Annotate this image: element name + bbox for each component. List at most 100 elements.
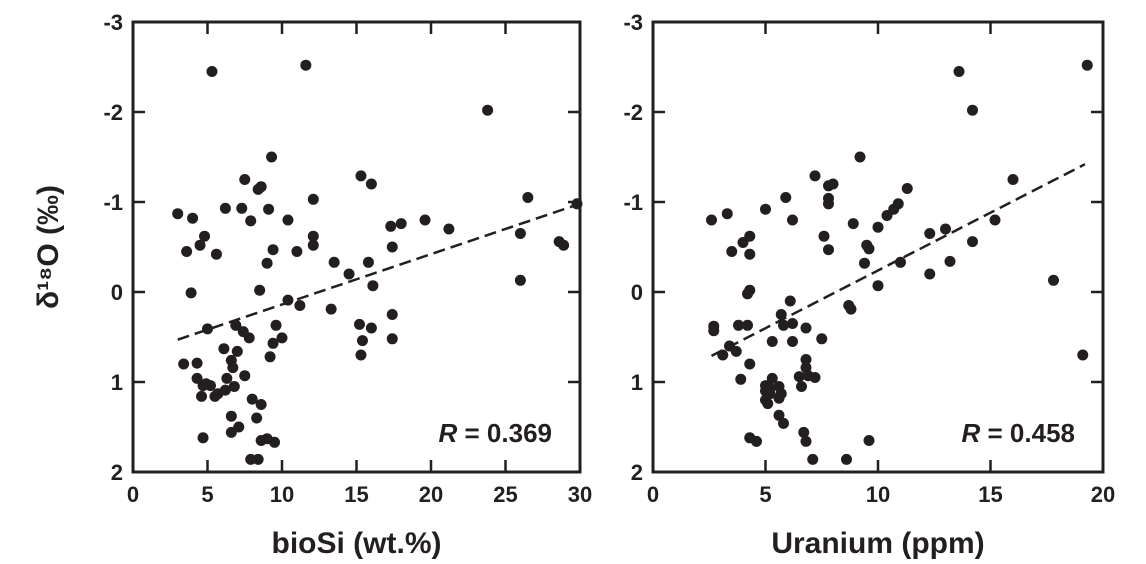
uranium-data-point — [787, 214, 798, 226]
biosi-data-point — [270, 319, 282, 331]
uranium-data-point — [766, 372, 778, 384]
biosi-x-axis-title: bioSi (wt.%) — [272, 527, 442, 560]
uranium-data-point — [780, 192, 792, 203]
biosi-data-point — [206, 66, 218, 77]
uranium-data-point — [737, 237, 749, 248]
uranium-data-point — [847, 218, 859, 230]
biosi-y-tick-label: -1 — [103, 190, 123, 215]
biosi-data-point — [219, 384, 231, 396]
uranium-data-point — [901, 183, 913, 194]
biosi-data-point — [386, 241, 398, 253]
uranium-data-point — [944, 255, 956, 267]
biosi-data-point — [269, 436, 281, 448]
uranium-data-point — [924, 268, 936, 280]
biosi-data-point — [204, 380, 216, 392]
uranium-data-point — [967, 104, 978, 116]
biosi-data-point — [362, 256, 374, 268]
uranium-data-point — [953, 66, 965, 77]
biosi-x-tick-label: 0 — [127, 482, 139, 507]
uranium-data-point — [742, 319, 753, 331]
uranium-data-point — [766, 336, 778, 347]
uranium-x-tick-label: 0 — [647, 482, 659, 507]
biosi-data-point — [261, 257, 273, 269]
biosi-data-point — [307, 230, 319, 242]
uranium-data-point — [773, 409, 785, 421]
uranium-data-point — [863, 435, 875, 446]
uranium-data-point — [1081, 59, 1093, 71]
biosi-data-point — [252, 453, 264, 465]
biosi-x-tick-label: 5 — [201, 482, 213, 507]
uranium-data-point — [773, 392, 785, 404]
biosi-data-point — [328, 256, 340, 268]
uranium-data-point — [796, 381, 807, 392]
biosi-data-point — [514, 274, 526, 286]
biosi-data-point — [343, 268, 355, 280]
uranium-data-point — [787, 336, 798, 347]
biosi-data-point — [191, 357, 203, 369]
biosi-data-point — [185, 287, 197, 299]
uranium-x-axis-title: Uranium (ppm) — [771, 527, 984, 560]
biosi-data-point — [239, 174, 251, 185]
uranium-data-point — [730, 345, 742, 357]
biosi-data-point — [245, 215, 257, 227]
uranium-data-point — [818, 230, 830, 242]
uranium-data-point — [760, 203, 771, 215]
biosi-data-point — [482, 104, 494, 116]
uranium-data-point — [726, 246, 738, 257]
biosi-data-point — [267, 337, 279, 349]
uranium-data-point — [762, 398, 774, 410]
uranium-data-point — [717, 349, 729, 361]
uranium-data-point — [827, 178, 839, 190]
uranium-plot-frame — [651, 20, 1105, 474]
biosi-data-point — [243, 332, 255, 344]
uranium-data-point — [721, 208, 733, 220]
uranium-data-point — [787, 318, 798, 329]
uranium-data-point — [1048, 274, 1059, 286]
uranium-data-point — [733, 319, 744, 331]
uranium-data-point — [823, 244, 834, 256]
uranium-data-point — [872, 221, 884, 233]
biosi-data-point — [172, 208, 184, 220]
biosi-data-point — [267, 244, 279, 256]
uranium-data-point — [742, 288, 753, 300]
uranium-data-point — [872, 280, 884, 292]
biosi-data-point — [246, 393, 258, 405]
biosi-data-point — [353, 318, 365, 330]
biosi-data-point — [356, 335, 368, 347]
biosi-data-point — [514, 228, 526, 239]
biosi-y-tick-label: -3 — [103, 10, 123, 35]
biosi-data-point — [276, 332, 288, 344]
biosi-data-point — [386, 333, 398, 345]
biosi-data-point — [197, 432, 209, 444]
uranium-data-point — [800, 354, 812, 365]
uranium-data-point — [863, 243, 875, 255]
biosi-data-point — [291, 246, 303, 257]
uranium-data-point — [778, 319, 789, 331]
biosi-x-tick-label: 30 — [568, 482, 592, 507]
uranium-data-point — [775, 309, 787, 320]
uranium-x-tick-label: 10 — [866, 482, 890, 507]
biosi-x-tick-label: 25 — [493, 482, 517, 507]
biosi-x-tick-label: 20 — [419, 482, 443, 507]
biosi-data-point — [225, 426, 237, 438]
uranium-data-point — [854, 151, 866, 163]
uranium-y-tick-label: -3 — [623, 10, 643, 35]
uranium-data-point — [744, 248, 756, 260]
uranium-data-point — [895, 256, 906, 268]
biosi-data-point — [221, 372, 233, 384]
uranium-data-point — [989, 214, 1001, 226]
biosi-data-point — [196, 390, 208, 402]
uranium-y-tick-label: -2 — [623, 100, 643, 125]
uranium-y-tick-label: 1 — [631, 370, 643, 395]
uranium-data-point — [706, 214, 717, 226]
biosi-data-point — [236, 202, 248, 214]
biosi-data-point — [443, 223, 455, 235]
uranium-data-point — [798, 426, 810, 438]
biosi-data-point — [181, 246, 193, 257]
biosi-y-tick-label: 0 — [111, 280, 123, 305]
biosi-data-point — [239, 370, 251, 382]
biosi-plot-frame — [131, 20, 582, 474]
biosi-data-point — [386, 309, 398, 320]
